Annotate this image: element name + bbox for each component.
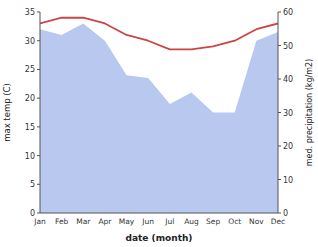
y2-tick [278,79,281,80]
temperature-line [40,18,278,50]
x-tick-label: Feb [55,217,69,226]
y-axis-line [40,12,41,213]
y-tick [37,155,40,156]
y-tick [37,213,40,214]
x-tick-label: May [119,217,135,226]
y-tick [37,12,40,13]
y-tick-label: 5 [30,180,35,189]
y-tick [37,98,40,99]
y2-tick-label: 10 [283,176,293,185]
x-tick-label: Mar [76,217,91,226]
x-tick-label: Jun [141,217,154,226]
y2-tick [278,12,281,13]
y-tick [37,126,40,127]
x-axis-label: date (month) [126,233,193,243]
x-tick-label: Sep [206,217,220,226]
y2-tick-label: 60 [283,8,293,17]
y-tick-label: 25 [25,65,35,74]
y2-tick-label: 20 [283,142,293,151]
x-axis-line [40,213,278,214]
y2-tick [278,179,281,180]
y-tick-label: 20 [25,94,35,103]
x-tick-label: Dec [271,217,286,226]
precipitation-area [40,23,278,213]
plot-data [40,18,278,213]
x-tick-label: Nov [249,217,264,226]
x-tick-label: Jul [164,217,174,226]
y-tick-label: 15 [25,123,35,132]
y2-tick [278,45,281,46]
y2-axis-label: med. precipitation (kg/m2) [305,59,314,166]
y2-tick [278,213,281,214]
y2-tick-label: 30 [283,109,293,118]
y2-tick-label: 50 [283,42,293,51]
x-tick-label: Aug [184,217,199,226]
chart: 051015202530350102030405060JanFebMarAprM… [0,0,318,247]
x-tick-label: Apr [98,217,112,226]
y-tick [37,184,40,185]
y2-tick-label: 40 [283,75,293,84]
x-tick-label: Jan [33,217,46,226]
y-tick-label: 10 [25,152,35,161]
y2-tick [278,146,281,147]
y-tick [37,40,40,41]
x-tick-label: Oct [228,217,241,226]
y-axis-label: max temp (C) [2,83,12,142]
y2-tick [278,112,281,113]
y-tick-label: 35 [25,8,35,17]
y-tick-label: 30 [25,37,35,46]
y-tick [37,69,40,70]
